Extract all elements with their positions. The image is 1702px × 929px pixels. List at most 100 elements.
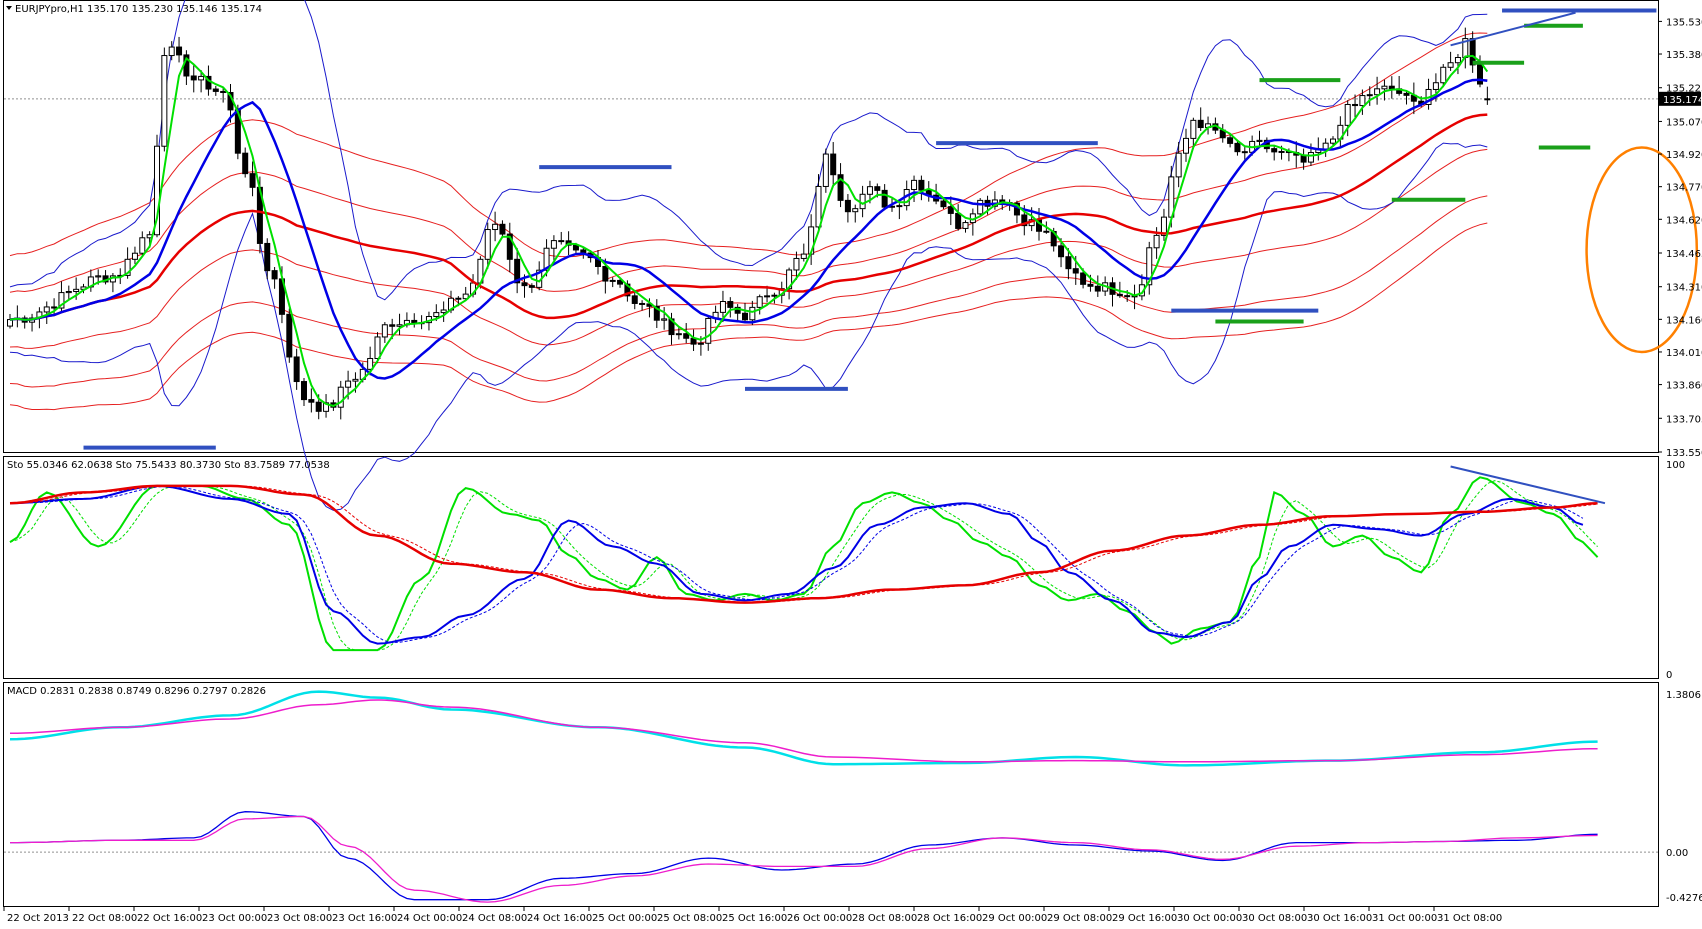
- candle-body: [609, 279, 616, 282]
- blue-band-1: [9, 142, 1488, 511]
- macd-panel-frame: [3, 682, 1659, 907]
- blue-trendline: [1450, 11, 1576, 47]
- candle-body: [51, 306, 58, 309]
- candle-body: [220, 90, 227, 94]
- candle-body: [367, 357, 374, 370]
- candle-body: [1359, 95, 1366, 107]
- candle-body: [1094, 285, 1101, 292]
- stochastic-panel[interactable]: [9, 465, 1606, 652]
- candle-body: [962, 222, 969, 229]
- candle-body: [462, 293, 469, 300]
- candle-body: [1352, 103, 1359, 107]
- candle-body: [844, 199, 851, 213]
- price-panel[interactable]: [4, 0, 1699, 511]
- candle-body: [293, 356, 300, 383]
- candle-body: [499, 223, 506, 235]
- candle-body: [940, 200, 947, 208]
- time-tick-label: 31 Oct 00:00: [1372, 913, 1437, 924]
- candle-body: [242, 152, 249, 175]
- candle-body: [830, 153, 837, 176]
- red-band-5: [9, 32, 1488, 258]
- candle-body: [1065, 256, 1072, 270]
- red-band-2: [9, 195, 1488, 388]
- candle-body: [1153, 234, 1160, 249]
- macd-header: MACD 0.2831 0.2838 0.8749 0.8296 0.2797 …: [7, 686, 266, 697]
- macd-tick-label: 1.3806: [1666, 690, 1701, 701]
- candle-body: [639, 302, 646, 305]
- candle-body: [1183, 137, 1189, 154]
- candle-body: [1116, 293, 1123, 297]
- candle-body: [955, 212, 962, 229]
- sto-tick-label: 0: [1666, 670, 1672, 681]
- macd-tick-label: 0.00: [1666, 848, 1688, 859]
- candle-body: [911, 179, 918, 191]
- candle-body: [190, 75, 197, 81]
- time-tick-label: 31 Oct 08:00: [1437, 913, 1502, 924]
- blue-band-2: [9, 0, 1488, 301]
- candle-body: [1234, 142, 1241, 153]
- candle-body: [506, 233, 513, 260]
- price-tick-label: 133.705: [1666, 414, 1702, 425]
- macd-series-1: [9, 690, 1598, 767]
- candle-body: [1241, 151, 1248, 154]
- candle-body: [977, 199, 984, 215]
- time-tick-label: 28 Oct 08:00: [852, 913, 917, 924]
- candle-body: [1477, 64, 1483, 85]
- macd-panel[interactable]: [4, 690, 1658, 903]
- candle-body: [389, 324, 396, 327]
- candle-body: [771, 294, 778, 297]
- ma-slow-line: [9, 113, 1488, 322]
- candle-body: [1307, 152, 1314, 163]
- red-band-3: [9, 148, 1488, 349]
- candle-body: [1021, 214, 1028, 227]
- time-tick-label: 25 Oct 16:00: [722, 913, 787, 924]
- time-tick-label: 23 Oct 08:00: [267, 913, 332, 924]
- candle-body: [1432, 82, 1439, 90]
- candle-body: [1271, 148, 1278, 153]
- time-tick-label: 22 Oct 08:00: [72, 913, 137, 924]
- candle-body: [58, 292, 65, 309]
- candle-body: [947, 206, 954, 214]
- dropdown-triangle-icon[interactable]: [6, 6, 12, 10]
- time-tick-label: 28 Oct 16:00: [917, 913, 982, 924]
- candle-body: [749, 306, 756, 321]
- time-tick-label: 23 Oct 16:00: [332, 913, 397, 924]
- sto-tick-label: 100: [1666, 460, 1685, 471]
- candle-body: [1058, 245, 1065, 258]
- candle-body: [95, 275, 102, 278]
- red-band-4: [9, 79, 1488, 293]
- time-tick-label: 24 Oct 16:00: [527, 913, 592, 924]
- candle-body: [352, 378, 359, 382]
- sto-trendline: [1450, 465, 1606, 505]
- candle-body: [455, 297, 462, 300]
- candle-body: [896, 205, 903, 208]
- ma-fast-line: [9, 54, 1489, 407]
- time-tick-label: 23 Oct 00:00: [202, 913, 267, 924]
- candle-body: [1080, 272, 1087, 285]
- candle-body: [1227, 137, 1234, 144]
- candle-body: [286, 313, 293, 358]
- candle-body: [440, 309, 447, 314]
- candle-body: [881, 189, 888, 208]
- price-tick-label: 134.160: [1666, 315, 1702, 326]
- candle-body: [874, 186, 881, 191]
- price-tick-label: 135.380: [1666, 50, 1702, 61]
- time-tick-label: 22 Oct 2013: [7, 913, 69, 924]
- time-tick-label: 26 Oct 00:00: [787, 913, 852, 924]
- price-tick-label: 134.465: [1666, 249, 1702, 260]
- axes-layer: 135.530 135.380 135.225 135.070 134.920 134.7…: [3, 17, 1702, 924]
- price-tick-label: 133.860: [1666, 381, 1702, 392]
- sto-main-1: [9, 476, 1599, 652]
- candle-body: [734, 306, 741, 314]
- candle-body: [73, 288, 80, 293]
- candles-group: [7, 27, 1491, 420]
- candle-body: [1197, 119, 1204, 129]
- highlight-ellipse: [1585, 146, 1699, 354]
- macd-series-4: [10, 815, 1598, 903]
- time-tick-label: 25 Oct 00:00: [592, 913, 657, 924]
- candle-body: [1043, 230, 1050, 233]
- candle-body: [866, 186, 873, 195]
- candle-body: [337, 386, 344, 408]
- price-tick-label: 134.620: [1666, 215, 1702, 226]
